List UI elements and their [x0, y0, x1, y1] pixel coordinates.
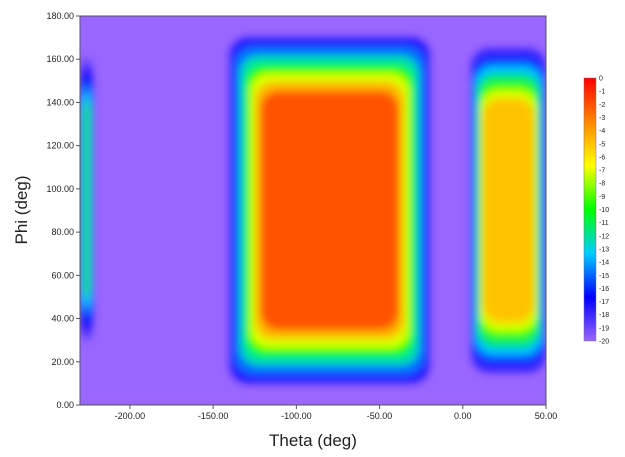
x-axis-label: Theta (deg)	[269, 431, 357, 450]
colorbar-labels: 0 -1 -2 -3 -4 -5 -6 -7 -8 -9 -10 -11 -12 -13 -14 -15 -16…	[599, 76, 609, 346]
y-tick-label: 20.00	[51, 357, 74, 367]
colorbar-label: 0	[599, 76, 603, 83]
plot-frame	[79, 15, 547, 406]
x-tick-label: -150.00	[198, 411, 229, 421]
x-tick-label: -50.00	[367, 411, 393, 421]
colorbar-label: -19	[599, 325, 609, 332]
colorbar-label: -8	[599, 181, 605, 188]
x-tick-label: 50.00	[535, 411, 558, 421]
x-axis-ticks: -200.00 -150.00 -100.00 -50.00 0.00 50.00	[115, 405, 558, 421]
colorbar-label: -20	[599, 339, 609, 346]
colorbar-label: -14	[599, 260, 609, 267]
x-tick-label: 0.00	[454, 411, 472, 421]
x-tick-label: -100.00	[281, 411, 312, 421]
colorbar-label: -15	[599, 273, 609, 280]
y-tick-label: 120.00	[46, 141, 74, 151]
colorbar-label: -17	[599, 299, 609, 306]
heat-contour	[82, 102, 92, 297]
colorbar-label: -7	[599, 168, 605, 175]
y-tick-label: 140.00	[46, 97, 74, 107]
y-tick-label: 80.00	[51, 227, 74, 237]
y-tick-label: 100.00	[46, 184, 74, 194]
colorbar-label: -6	[599, 154, 605, 161]
y-tick-label: 160.00	[46, 54, 74, 64]
heat-region-2	[229, 37, 430, 384]
colorbar-label: -11	[599, 220, 609, 227]
colorbar-label: -4	[599, 128, 605, 135]
y-axis-label: Phi (deg)	[12, 176, 31, 245]
y-tick-label: 40.00	[51, 314, 74, 324]
y-tick-label: 0.00	[56, 400, 74, 410]
colorbar-label: -16	[599, 286, 609, 293]
heat-region-3	[471, 48, 546, 373]
heatmap-field	[80, 37, 546, 384]
y-tick-label: 180.00	[46, 11, 74, 21]
y-tick-label: 60.00	[51, 270, 74, 280]
colorbar-label: -18	[599, 312, 609, 319]
colorbar-label: -5	[599, 141, 605, 148]
colorbar-label: -3	[599, 115, 605, 122]
colorbar-label: -10	[599, 207, 609, 214]
colorbar-label: -2	[599, 102, 605, 109]
colorbar	[583, 77, 597, 342]
x-tick-label: -200.00	[115, 411, 146, 421]
heat-contour	[482, 98, 535, 323]
colorbar-label: -12	[599, 233, 609, 240]
colorbar-label: -1	[599, 89, 605, 96]
colorbar-label: -13	[599, 246, 609, 253]
heat-region-1	[80, 59, 94, 341]
y-axis-ticks: 0.00 20.00 40.00 60.00 80.00 100.00 120.00 140.…	[46, 11, 80, 410]
heat-contour	[260, 90, 399, 331]
colorbar-label: -9	[599, 194, 605, 201]
